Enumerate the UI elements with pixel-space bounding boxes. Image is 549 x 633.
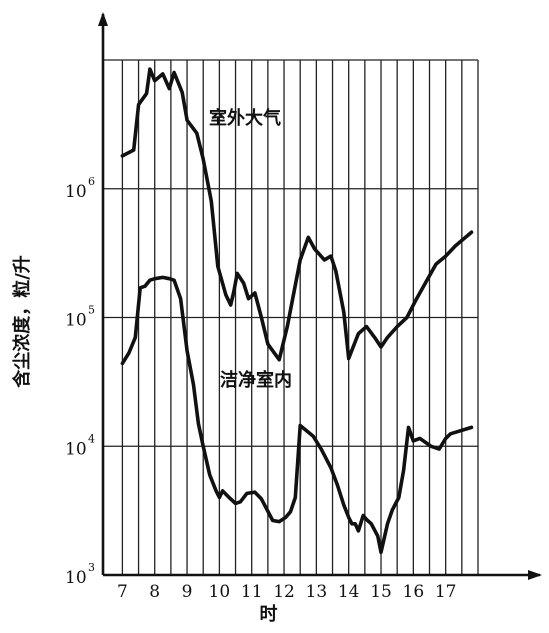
y-tick-exponent: 6 <box>88 175 95 188</box>
x-tick-label: 7 <box>117 582 128 602</box>
x-tick-label: 12 <box>273 582 295 602</box>
series-line-1 <box>120 275 474 555</box>
series-label-1: 洁净室内 <box>220 369 292 391</box>
y-tick-label: 10 <box>65 439 87 459</box>
x-tick-label: 8 <box>149 582 160 602</box>
x-tick-label: 17 <box>435 582 457 602</box>
x-tick-label: 10 <box>209 582 231 602</box>
x-tick-label: 11 <box>241 582 263 602</box>
x-tick-label: 14 <box>338 582 360 602</box>
x-tick-label: 15 <box>370 582 392 602</box>
y-axis-title: 含尘浓度，粒/升 <box>11 255 33 388</box>
x-tick-label: 9 <box>182 582 193 602</box>
series-line-0 <box>120 67 474 362</box>
grid <box>103 59 479 575</box>
y-tick-label: 10 <box>65 182 87 202</box>
y-tick-label: 10 <box>65 311 87 331</box>
axes <box>98 12 542 580</box>
x-axis-title: 时 <box>260 604 278 625</box>
y-tick-exponent: 3 <box>88 561 95 574</box>
series <box>120 67 474 555</box>
series-label-0: 室外大气 <box>209 107 281 129</box>
x-tick-label: 16 <box>403 582 425 602</box>
y-tick-exponent: 5 <box>88 304 95 317</box>
y-tick-label: 10 <box>65 568 87 588</box>
x-tick-label: 13 <box>306 582 328 602</box>
y-tick-exponent: 4 <box>88 432 95 445</box>
